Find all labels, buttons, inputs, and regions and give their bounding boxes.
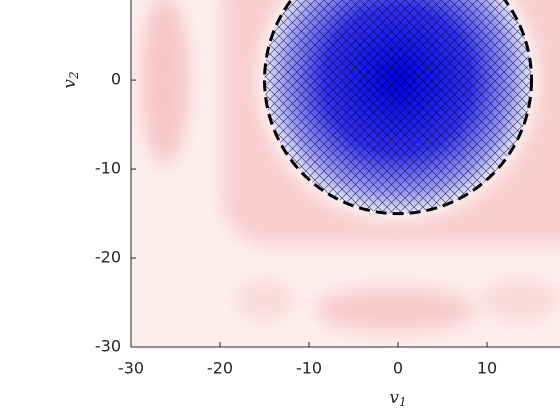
x-tick-label: -20 (207, 359, 233, 378)
contour-line (263, 0, 533, 216)
x-tick-label: 0 (393, 359, 403, 378)
y-label-sub: 2 (67, 71, 81, 80)
y-axis-label: v2 (60, 71, 81, 88)
y-tick-label: 0 (111, 70, 121, 89)
x-tick-label: 10 (477, 359, 497, 378)
y-tick-label: -10 (95, 159, 121, 178)
x-tick-label: -10 (296, 359, 322, 378)
y-label-base: v (60, 79, 80, 89)
y-tick-label: -30 (95, 337, 121, 356)
x-label-base: v (389, 388, 399, 408)
y-tick-label: -20 (95, 248, 121, 267)
contour-hatch (264, 0, 532, 214)
x-tick-label: -30 (118, 359, 144, 378)
heatmap-field (131, 0, 560, 347)
x-axis-label: v1 (389, 388, 406, 409)
x-label-sub: 1 (399, 395, 407, 409)
